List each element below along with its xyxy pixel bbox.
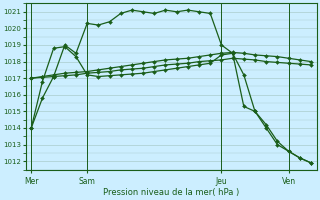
X-axis label: Pression niveau de la mer( hPa ): Pression niveau de la mer( hPa ) [103,188,239,197]
